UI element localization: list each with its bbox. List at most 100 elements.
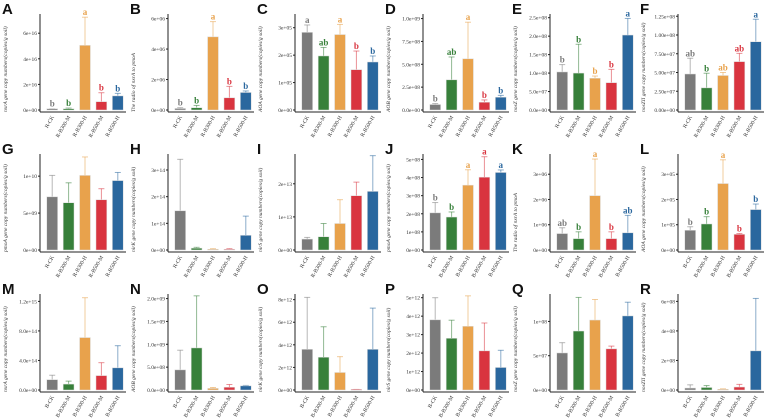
bar-R-B500-H xyxy=(112,180,124,251)
y-tick-label: 0e+00 xyxy=(533,248,547,254)
significance-letter: b xyxy=(99,83,104,93)
bar-R-B300-H xyxy=(334,223,346,251)
significance-letter: a xyxy=(211,12,216,22)
x-tick-label: R-CK xyxy=(427,115,439,129)
bar-B-CK xyxy=(556,352,568,391)
x-tick-label: B-B300-M xyxy=(565,255,582,279)
significance-letter: ab xyxy=(557,218,567,228)
panel-label: H xyxy=(130,141,141,158)
y-tick-label: 2e+05 xyxy=(661,197,675,203)
significance-letter: b xyxy=(243,81,248,91)
panel-label: I xyxy=(257,141,262,158)
x-tick-label: R-B500-H xyxy=(360,115,377,138)
bar-R-B300-H xyxy=(79,45,91,111)
y-tick-label: 0e+00 xyxy=(23,108,37,114)
significance-letter: a xyxy=(338,14,343,24)
y-tick-label: 6e+08 xyxy=(661,299,675,305)
x-tick-label: B-B300-M xyxy=(693,395,710,419)
x-tick-label: B-B500-H xyxy=(615,255,632,278)
x-tick-label: B-B300-H xyxy=(582,255,599,278)
bar-R-B300-H xyxy=(334,34,346,111)
bar-R-B300-H xyxy=(589,77,601,111)
panel-B: B The radio of nxrA to pmoA 0e+00 2e+06 4e+0… xyxy=(128,0,256,140)
x-tick-label: R-B500-H xyxy=(615,115,632,138)
bar-B-CK xyxy=(429,319,441,391)
bar-B-B300-H xyxy=(589,195,601,251)
x-tick-label: B-B300-M xyxy=(565,395,582,419)
bar-R-B500-M xyxy=(733,61,746,111)
significance-letter: b xyxy=(592,66,597,76)
bar-B-B300-H xyxy=(462,184,474,251)
y-tick-label: 2e+05 xyxy=(278,53,292,59)
significance-letter: ab xyxy=(447,47,457,57)
y-tick-label: 4e+08 xyxy=(406,176,420,182)
y-tick-label: 1e+14 xyxy=(151,221,165,227)
panel-L: L AOA gene copy numbers(copies/g soil) 0e+… xyxy=(638,140,766,280)
panel-label: O xyxy=(257,281,269,298)
significance-letter: b xyxy=(194,95,199,105)
y-tick-label: 1e+13 xyxy=(278,215,292,221)
x-tick-label: R-B500-H xyxy=(488,115,505,138)
bar-B-B300-M xyxy=(700,223,713,251)
y-tick-label: 4e+06 xyxy=(151,47,165,53)
significance-letter: a xyxy=(466,160,471,170)
bar-B-B300-M xyxy=(445,338,458,391)
panel-label: J xyxy=(385,141,394,158)
x-tick-label: B-B500-H xyxy=(233,395,250,418)
x-tick-label: R-B300-M xyxy=(565,115,582,139)
bar-B-B300-M xyxy=(572,330,585,391)
y-tick-label: 5e+08 xyxy=(406,157,420,163)
y-tick-label: 2e+12 xyxy=(406,351,420,357)
bar-R-B500-M xyxy=(350,195,363,251)
bar-B-B500-M xyxy=(733,386,746,391)
bar-B-B300-M xyxy=(700,387,713,391)
x-tick-label: B-CK xyxy=(682,255,694,269)
y-tick-label: 7.5e+08 xyxy=(402,39,420,45)
y-tick-label: 0.0e+00 xyxy=(147,388,165,394)
bar-R-CK xyxy=(46,108,58,111)
significance-letter: a xyxy=(626,8,631,18)
x-tick-label: B-B500-H xyxy=(615,395,632,418)
y-tick-label: 3e+12 xyxy=(406,333,420,339)
bar-R-CK xyxy=(301,238,313,251)
significance-letter: ab xyxy=(718,63,728,73)
y-tick-label: 1.0e+08 xyxy=(529,71,547,77)
bar-R-CK xyxy=(301,32,313,111)
x-tick-label: B-B500-M xyxy=(88,395,105,419)
bar-R-B500-H xyxy=(495,96,507,111)
significance-letter: b xyxy=(560,55,565,65)
bar-R-B300-M xyxy=(62,202,75,251)
y-tick-label: 3e+05 xyxy=(661,172,675,178)
x-tick-label: R-B300-M xyxy=(55,115,72,139)
significance-letter: a xyxy=(593,149,598,159)
panel-label: B xyxy=(130,1,141,18)
significance-letter: a xyxy=(466,12,471,22)
x-tick-label: R-CK xyxy=(299,255,311,269)
x-tick-label: R-CK xyxy=(299,115,311,129)
x-tick-label: B-B500-M xyxy=(216,395,233,419)
bar-R-B500-M xyxy=(95,199,108,251)
y-tick-label: 8.0e+14 xyxy=(19,329,37,335)
panel-K: K The radio of nxrA to pmoA 0e+00 1e+06 2e+0… xyxy=(510,140,638,280)
bar-R-B500-M xyxy=(223,248,236,251)
x-tick-label: R-B300-H xyxy=(72,115,89,138)
significance-letter: a xyxy=(482,147,487,157)
x-tick-label: R-B300-H xyxy=(200,255,217,278)
y-tick-label: 0e+00 xyxy=(278,388,292,394)
bar-B-CK xyxy=(301,349,313,391)
bar-B-B500-H xyxy=(495,367,507,391)
panel-label: D xyxy=(385,1,396,18)
x-tick-label: R-B500-M xyxy=(88,255,105,279)
bar-B-B500-M xyxy=(605,348,618,391)
y-tick-label: 1e+08 xyxy=(533,319,547,325)
significance-letter: ab xyxy=(735,43,745,53)
x-tick-label: B-B300-H xyxy=(327,395,344,418)
y-tick-label: 1e+12 xyxy=(406,370,420,376)
x-tick-label: R-CK xyxy=(44,255,56,269)
y-tick-label: 2e+08 xyxy=(406,212,420,218)
bar-R-CK xyxy=(556,71,568,111)
y-tick-label: 0e+00 xyxy=(278,108,292,114)
significance-letter: a xyxy=(499,160,504,170)
